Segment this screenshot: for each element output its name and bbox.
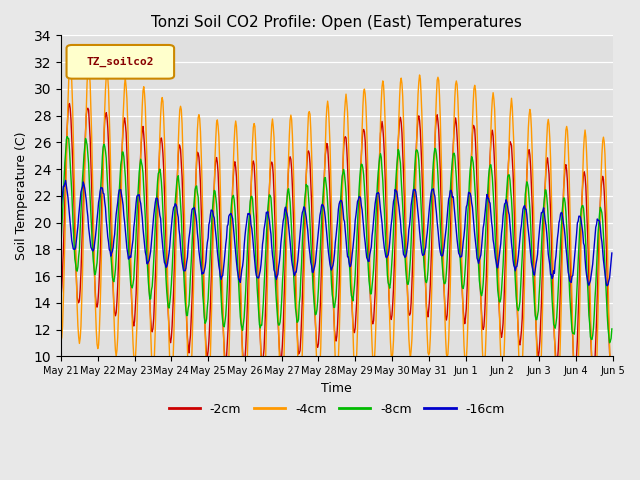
Line: -16cm: -16cm <box>61 180 612 286</box>
-4cm <box>210 219 218 225</box>
-8cm <box>63 134 71 140</box>
-8cm <box>68 189 76 194</box>
-4cm <box>67 61 74 67</box>
Y-axis label: Soil Temperature (C): Soil Temperature (C) <box>15 132 28 260</box>
-16cm <box>62 178 70 183</box>
-8cm <box>608 326 616 332</box>
-8cm <box>605 340 613 346</box>
-2cm <box>608 372 616 378</box>
-4cm <box>57 338 65 344</box>
-16cm <box>404 238 412 243</box>
-8cm <box>57 243 65 249</box>
-16cm <box>608 250 616 256</box>
-8cm <box>125 241 132 247</box>
-2cm <box>57 294 65 300</box>
Line: -4cm: -4cm <box>61 64 612 412</box>
Line: -2cm: -2cm <box>61 104 612 375</box>
-16cm <box>57 206 65 212</box>
-8cm <box>180 284 188 289</box>
-2cm <box>66 101 74 107</box>
Legend: -2cm, -4cm, -8cm, -16cm: -2cm, -4cm, -8cm, -16cm <box>164 398 510 420</box>
-2cm <box>404 304 412 310</box>
-16cm <box>604 283 611 288</box>
-2cm <box>420 242 428 248</box>
-8cm <box>210 193 218 199</box>
-2cm <box>125 197 132 203</box>
-4cm <box>404 312 412 318</box>
-2cm <box>68 134 76 140</box>
-8cm <box>404 282 412 288</box>
-2cm <box>210 202 218 208</box>
-2cm <box>607 372 615 378</box>
Text: TZ_soilco2: TZ_soilco2 <box>86 57 154 67</box>
-16cm <box>210 213 218 219</box>
-16cm <box>420 252 428 257</box>
-16cm <box>68 238 76 243</box>
-2cm <box>180 249 188 254</box>
-4cm <box>125 147 132 153</box>
-4cm <box>420 212 428 217</box>
Title: Tonzi Soil CO2 Profile: Open (East) Temperatures: Tonzi Soil CO2 Profile: Open (East) Temp… <box>152 15 522 30</box>
-16cm <box>180 268 188 274</box>
-4cm <box>180 208 188 214</box>
-16cm <box>125 256 132 262</box>
X-axis label: Time: Time <box>321 382 352 395</box>
-4cm <box>608 409 616 415</box>
Line: -8cm: -8cm <box>61 137 612 343</box>
-4cm <box>68 79 76 84</box>
-8cm <box>420 264 428 270</box>
FancyBboxPatch shape <box>67 45 174 79</box>
